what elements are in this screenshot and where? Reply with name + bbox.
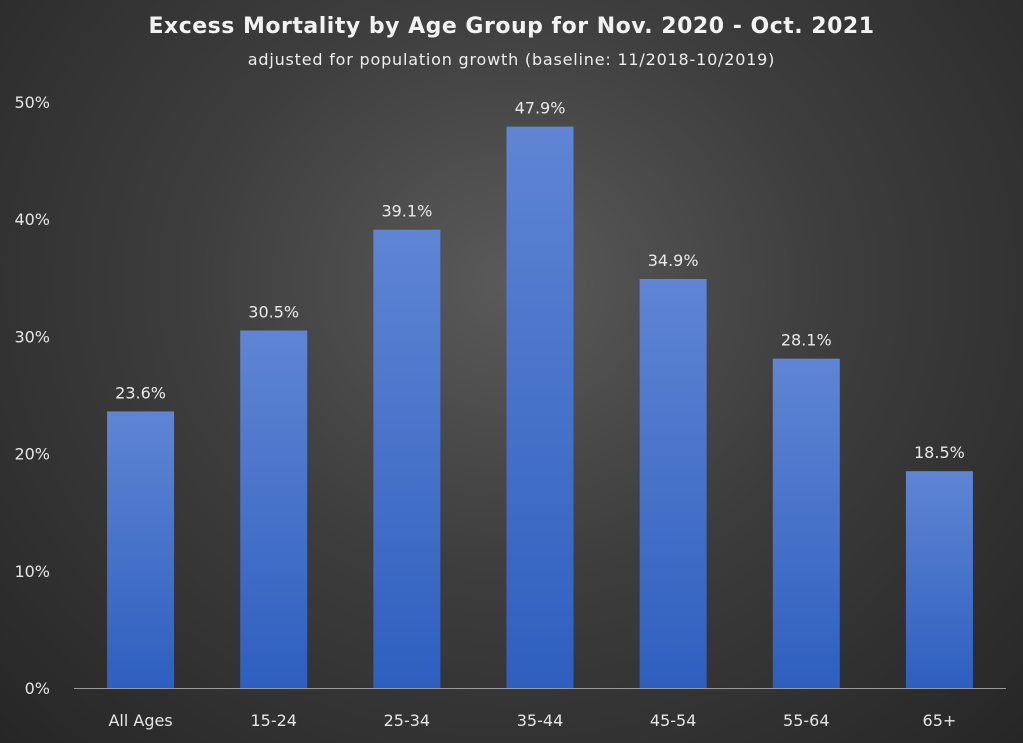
y-axis: 0% 10% 20% 30% 40% 50% [14, 93, 50, 698]
y-tick-label: 20% [14, 445, 50, 464]
data-label: 23.6% [115, 383, 166, 402]
bar [905, 471, 973, 688]
x-tick-label: 15-24 [250, 711, 297, 730]
data-label: 47.9% [515, 99, 566, 118]
chart-title: Excess Mortality by Age Group for Nov. 2… [148, 14, 875, 39]
bar [772, 358, 840, 688]
data-label: 39.1% [381, 202, 432, 221]
x-tick-label: 55-64 [783, 711, 830, 730]
x-tick-label: 65+ [923, 711, 957, 730]
bar [639, 278, 707, 688]
bar [107, 411, 175, 688]
y-tick-label: 30% [14, 327, 50, 346]
data-labels: 23.6% 30.5% 39.1% 47.9% 34.9% 28.1% 18.5% [115, 99, 965, 463]
y-tick-label: 40% [14, 210, 50, 229]
bars [107, 126, 973, 689]
y-tick-label: 0% [25, 679, 50, 698]
x-axis: All Ages 15-24 25-34 35-44 45-54 55-64 65+ [108, 711, 956, 730]
y-tick-label: 10% [14, 562, 50, 581]
x-tick-label: 35-44 [517, 711, 564, 730]
x-tick-label: All Ages [108, 711, 172, 730]
x-tick-label: 45-54 [650, 711, 697, 730]
bar [373, 229, 441, 689]
chart-subtitle: adjusted for population growth (baseline… [247, 50, 776, 69]
data-label: 30.5% [248, 303, 299, 322]
bar [240, 330, 308, 688]
data-label: 34.9% [648, 251, 699, 270]
data-label: 28.1% [781, 331, 832, 350]
bar [506, 126, 574, 688]
x-tick-label: 25-34 [384, 711, 431, 730]
data-label: 18.5% [914, 443, 965, 462]
y-tick-label: 50% [14, 93, 50, 112]
